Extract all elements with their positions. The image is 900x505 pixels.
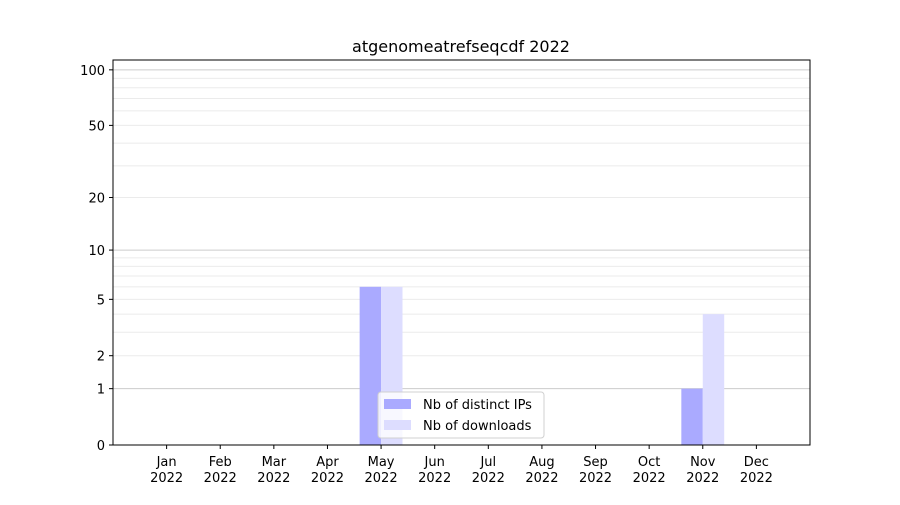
- bar-distinct-ips: [681, 388, 703, 445]
- x-tick-label-line: 2022: [525, 471, 558, 486]
- x-tick-label-line: Jun: [424, 455, 445, 470]
- plot-frame: [112, 59, 811, 446]
- x-tick-label: Jun 2022: [418, 455, 451, 486]
- legend: Nb of distinct IPs Nb of downloads: [377, 391, 545, 439]
- x-tick-label-line: Mar: [262, 455, 287, 470]
- x-tick-label: Jul 2022: [472, 455, 505, 486]
- y-tick-label: 5: [97, 293, 105, 308]
- legend-swatch: [384, 399, 411, 409]
- x-tick-label-line: Sep: [583, 455, 608, 470]
- x-tick-label: May 2022: [365, 455, 398, 486]
- chart-title: atgenomeatrefseqcdf 2022: [352, 37, 570, 56]
- bar-downloads: [702, 314, 725, 445]
- x-tick-label-line: 2022: [418, 471, 451, 486]
- y-tick-label: 20: [88, 192, 105, 207]
- legend-label: Nb of distinct IPs: [423, 398, 532, 413]
- x-tick-label-line: Aug: [529, 455, 554, 470]
- x-tick-label: Aug 2022: [525, 455, 558, 486]
- x-tick-label: Sep 2022: [579, 455, 612, 486]
- x-tick-label-line: Jan: [156, 455, 177, 470]
- x-tick-label-line: 2022: [311, 471, 344, 486]
- x-tick-label-line: 2022: [204, 471, 237, 486]
- y-tick-label: 50: [88, 119, 105, 134]
- x-tick-label-line: 2022: [472, 471, 505, 486]
- x-tick-label-line: 2022: [633, 471, 666, 486]
- legend-swatch: [384, 420, 411, 430]
- x-tick-label-line: May: [368, 455, 395, 470]
- x-tick-label: Apr 2022: [311, 455, 344, 486]
- x-tick-label-line: 2022: [686, 471, 719, 486]
- x-tick-label: Jan 2022: [150, 455, 183, 486]
- legend-box: [377, 391, 545, 439]
- x-tick-label-line: Nov: [690, 455, 716, 470]
- x-tick-label-line: Apr: [316, 455, 339, 470]
- y-tick-label: 10: [88, 244, 105, 259]
- x-tick-label: Dec 2022: [740, 455, 773, 486]
- x-tick-label: Mar 2022: [257, 455, 290, 486]
- x-tick-label-line: 2022: [257, 471, 290, 486]
- x-tick-label-line: 2022: [740, 471, 773, 486]
- bar-distinct-ips: [359, 286, 382, 445]
- x-tick-label-line: 2022: [365, 471, 398, 486]
- legend-label: Nb of downloads: [423, 419, 532, 434]
- x-tick-label-line: Oct: [638, 455, 660, 470]
- x-tick-label-line: 2022: [579, 471, 612, 486]
- x-tick-label-line: Jul: [479, 455, 496, 470]
- x-tick-label: Nov 2022: [686, 455, 719, 486]
- y-tick-label: 0: [97, 439, 105, 454]
- y-tick-label: 100: [80, 64, 105, 79]
- x-tick-label-line: 2022: [150, 471, 183, 486]
- x-tick-label-line: Dec: [744, 455, 769, 470]
- x-tick-label: Oct 2022: [633, 455, 666, 486]
- y-tick-label: 1: [97, 383, 105, 398]
- y-tick-label: 2: [97, 350, 105, 365]
- x-tick-label: Feb 2022: [204, 455, 237, 486]
- x-tick-label-line: Feb: [209, 455, 232, 470]
